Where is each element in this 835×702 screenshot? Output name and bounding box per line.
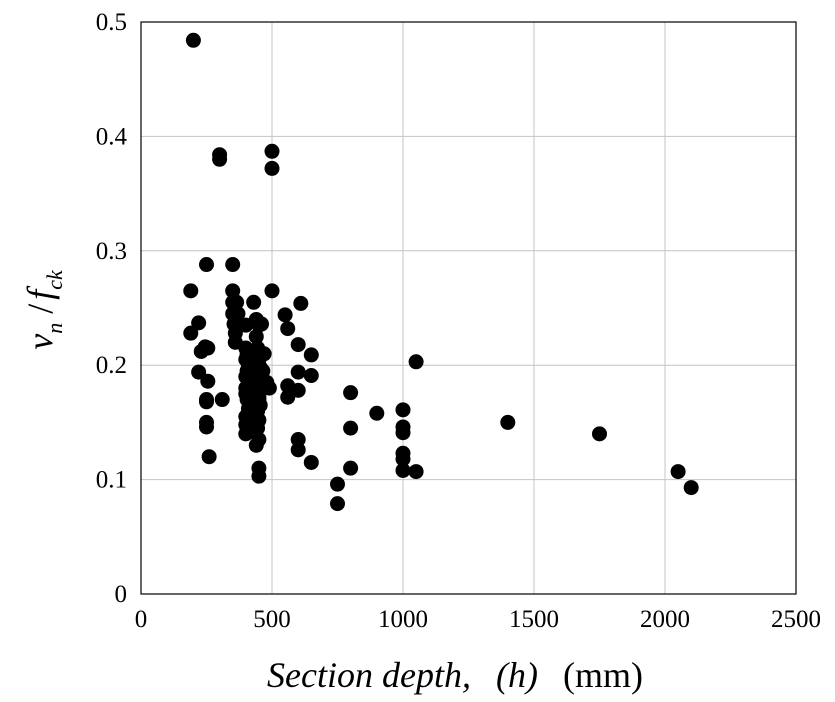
- x-axis-title-main: Section depth,: [267, 655, 471, 695]
- data-point: [264, 160, 280, 176]
- data-points: [183, 32, 699, 512]
- data-point: [238, 369, 254, 385]
- data-point: [250, 403, 266, 419]
- data-point: [261, 380, 277, 396]
- x-axis-title-symbol: (h): [496, 655, 538, 695]
- data-point: [290, 432, 306, 448]
- data-point: [408, 354, 424, 370]
- data-point: [330, 496, 345, 512]
- data-point: [290, 442, 306, 458]
- data-point: [191, 315, 207, 331]
- y-axis-title-v: v: [20, 334, 60, 350]
- data-point: [303, 367, 319, 383]
- x-tick-label: 0: [135, 606, 148, 633]
- x-tick-label: 2500: [771, 606, 821, 633]
- y-axis-title-slash: /: [20, 304, 60, 323]
- x-tick-label: 2000: [640, 606, 690, 633]
- data-point: [683, 480, 699, 496]
- x-axis-title: Section depth, (h) (mm): [267, 655, 643, 695]
- data-point: [343, 460, 359, 476]
- data-point: [246, 294, 262, 310]
- data-point: [185, 32, 201, 48]
- data-point: [395, 402, 411, 418]
- data-point: [251, 392, 267, 408]
- data-point: [214, 392, 230, 408]
- data-point: [191, 364, 207, 380]
- data-point: [343, 385, 359, 401]
- y-axis-title: vn /fck: [20, 269, 67, 350]
- data-point: [256, 346, 272, 362]
- data-point: [264, 143, 280, 159]
- y-tick-label: 0.1: [96, 467, 127, 494]
- y-tick-label: 0.5: [96, 9, 127, 36]
- data-point: [264, 283, 280, 299]
- data-point: [303, 347, 319, 363]
- data-point: [229, 294, 245, 310]
- data-point: [225, 257, 241, 273]
- data-point: [303, 454, 319, 470]
- data-point: [199, 394, 214, 410]
- y-axis-title-v-subscript: n: [42, 323, 67, 334]
- data-point: [395, 451, 411, 467]
- data-point: [200, 373, 216, 389]
- data-point: [395, 425, 411, 441]
- x-tick-label: 1500: [509, 606, 559, 633]
- y-tick-label: 0.3: [96, 238, 127, 265]
- x-tick-labels: 0 500 1000 1500 2000 2500: [135, 606, 821, 633]
- data-point: [254, 316, 270, 332]
- data-point: [248, 437, 264, 453]
- data-point: [250, 420, 266, 436]
- data-point: [251, 468, 267, 484]
- data-point: [248, 329, 264, 345]
- data-point: [199, 257, 214, 273]
- data-point: [290, 364, 306, 380]
- data-point: [199, 419, 214, 435]
- data-point: [395, 462, 411, 478]
- data-point: [183, 325, 199, 341]
- y-tick-labels: 0 0.1 0.2 0.3 0.4 0.5: [96, 9, 128, 608]
- data-point: [200, 340, 216, 356]
- data-point: [183, 283, 199, 299]
- data-point: [408, 464, 424, 480]
- y-axis-title-f-subscript: ck: [42, 269, 67, 290]
- data-point: [225, 283, 241, 299]
- x-tick-label: 500: [253, 606, 291, 633]
- data-point: [280, 321, 296, 337]
- x-tick-label: 1000: [378, 606, 428, 633]
- y-tick-label: 0.4: [96, 123, 128, 150]
- data-point: [670, 464, 686, 480]
- data-point: [277, 307, 293, 323]
- data-point: [592, 426, 607, 442]
- x-axis-title-unit: (mm): [563, 655, 643, 695]
- data-point: [255, 363, 271, 379]
- data-point: [500, 414, 516, 430]
- y-tick-label: 0.2: [96, 352, 127, 379]
- data-point: [369, 405, 385, 421]
- data-point: [293, 295, 309, 311]
- plot-area-frame: [140, 21, 797, 595]
- y-tick-label: 0: [115, 581, 128, 608]
- data-point: [238, 426, 254, 442]
- data-point: [343, 420, 359, 436]
- data-point: [212, 151, 228, 167]
- data-point: [290, 337, 306, 353]
- data-point: [290, 382, 306, 398]
- data-point: [201, 449, 217, 465]
- data-point: [230, 306, 246, 322]
- data-point: [330, 476, 345, 492]
